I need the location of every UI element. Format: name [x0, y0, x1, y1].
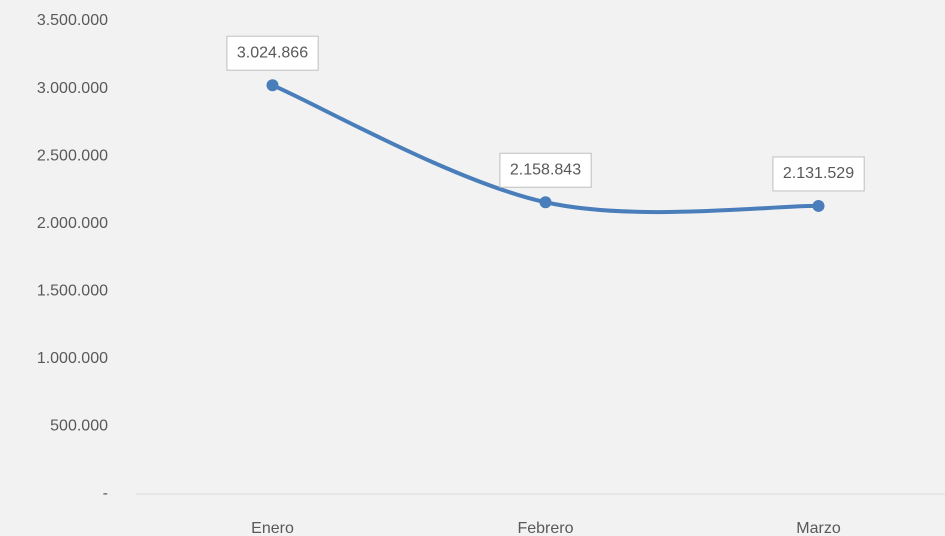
y-tick-label: 2.500.000 — [37, 147, 108, 164]
y-tick-label: 1.000.000 — [37, 350, 108, 367]
x-tick-label: Marzo — [796, 520, 841, 536]
y-tick-label: 2.000.000 — [37, 215, 108, 232]
y-tick-label: 3.000.000 — [37, 80, 108, 97]
y-tick-label: 1.500.000 — [37, 283, 108, 300]
data-label-box — [226, 35, 319, 71]
marker — [539, 196, 552, 209]
data-label-box — [772, 156, 865, 192]
line — [270, 83, 821, 215]
x-tick-label: Enero — [251, 520, 294, 536]
data-label-box — [499, 152, 592, 188]
data-label: 2.131.529 — [783, 165, 854, 182]
marker — [812, 199, 825, 212]
marker — [266, 79, 279, 92]
x-tick-label: Febrero — [517, 520, 573, 536]
y-tick-label: - — [103, 485, 108, 502]
data-label: 3.024.866 — [237, 44, 308, 61]
y-tick-label: 500.000 — [50, 418, 108, 435]
y-tick-label: 3.500.000 — [37, 12, 108, 29]
data-label: 2.158.843 — [510, 161, 581, 178]
